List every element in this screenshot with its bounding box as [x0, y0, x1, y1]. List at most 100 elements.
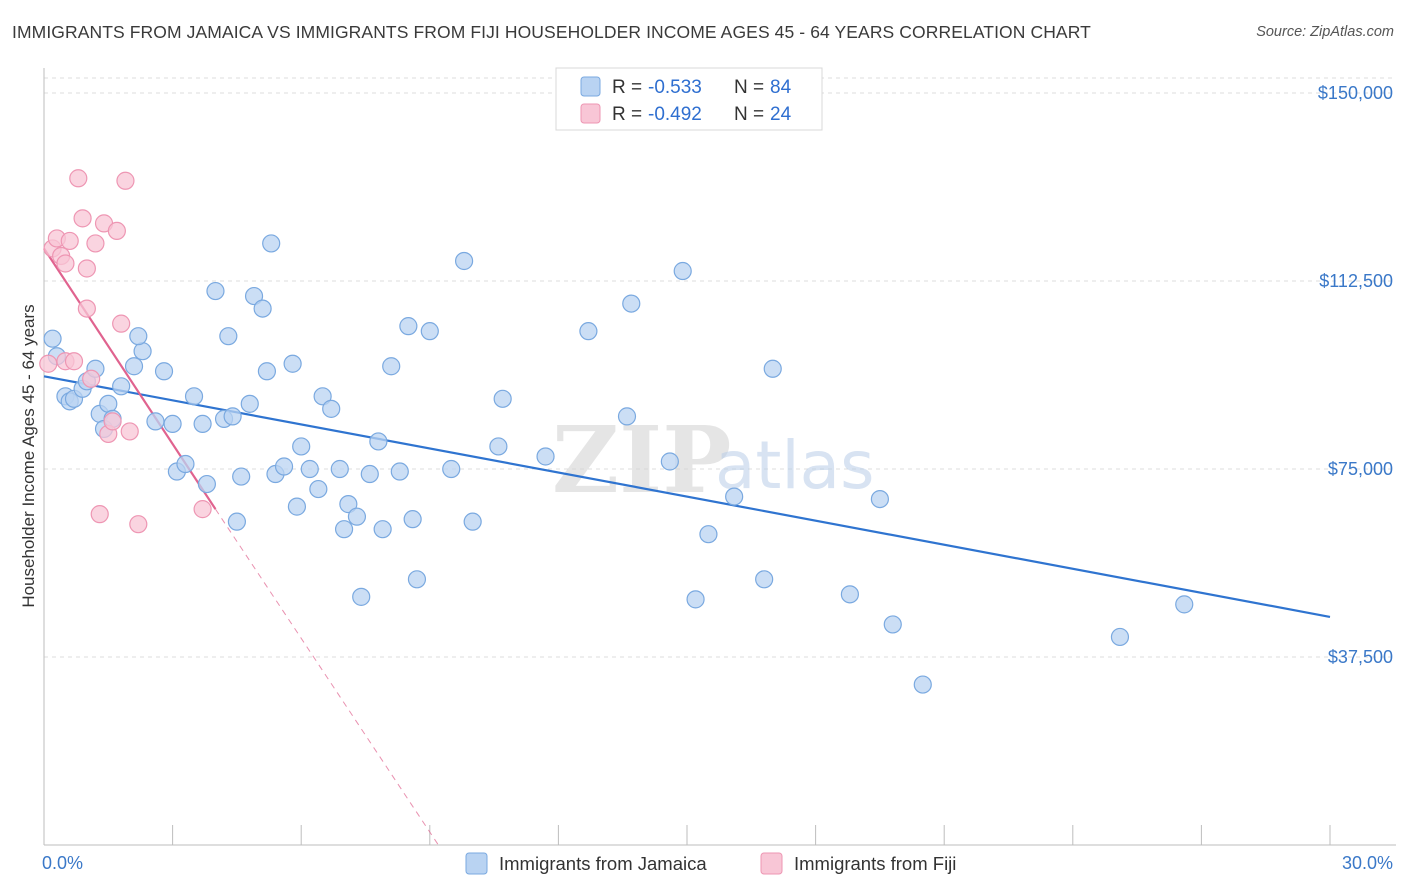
point-jamaica-54 — [399, 317, 418, 336]
point-jamaica-60 — [463, 512, 482, 531]
point-jamaica-33 — [257, 362, 277, 381]
point-jamaica-32 — [253, 299, 272, 318]
point-fiji-0 — [39, 354, 58, 373]
chart-title: IMMIGRANTS FROM JAMAICA VS IMMIGRANTS FR… — [12, 22, 1091, 42]
point-jamaica-45 — [334, 520, 354, 539]
point-jamaica-52 — [382, 357, 401, 376]
point-jamaica-13 — [124, 357, 144, 376]
point-jamaica-27 — [223, 407, 242, 426]
y-tick-labels: $37,500 $75,000 $112,500 $150,000 — [1318, 83, 1393, 667]
point-fiji-9 — [73, 209, 92, 228]
point-fiji-10 — [77, 299, 96, 318]
point-jamaica-67 — [660, 452, 679, 471]
legend-r-label-fiji: R = — [612, 104, 642, 125]
legend-n-label-fiji: N = — [734, 104, 764, 125]
point-jamaica-57 — [420, 322, 439, 341]
point-jamaica-70 — [699, 525, 718, 544]
point-jamaica-20 — [176, 454, 195, 474]
point-fiji-6 — [60, 231, 79, 251]
watermark-zip: ZIP — [552, 406, 731, 514]
point-jamaica-55 — [403, 510, 422, 529]
legend-swatch-jamaica — [580, 76, 601, 97]
y-tick-label-2: $112,500 — [1319, 271, 1393, 291]
trend-line-extension-fiji — [215, 508, 439, 846]
point-jamaica-59 — [454, 251, 474, 271]
point-jamaica-16 — [146, 412, 165, 431]
point-jamaica-76 — [883, 615, 902, 634]
bottom-legend-swatch-jamaica — [465, 852, 488, 875]
point-jamaica-15 — [129, 327, 148, 346]
point-jamaica-75 — [870, 489, 890, 509]
legend-n-value-jamaica: 84 — [770, 77, 792, 98]
point-jamaica-44 — [330, 459, 349, 479]
point-jamaica-10 — [99, 394, 118, 413]
legend-n-label-jamaica: N = — [734, 77, 764, 98]
point-jamaica-50 — [369, 432, 388, 451]
x-tick-label-1: 30.0% — [1342, 853, 1393, 873]
point-jamaica-36 — [274, 457, 294, 476]
point-jamaica-0 — [43, 329, 62, 348]
point-fiji-16 — [103, 412, 122, 431]
y-tick-label-3: $150,000 — [1318, 83, 1393, 103]
point-fiji-8 — [69, 169, 88, 188]
point-fiji-20 — [120, 422, 139, 441]
point-jamaica-65 — [617, 407, 637, 426]
point-fiji-4 — [56, 254, 75, 273]
point-jamaica-47 — [347, 507, 367, 526]
point-jamaica-29 — [232, 467, 251, 486]
point-jamaica-40 — [300, 459, 319, 479]
point-jamaica-56 — [407, 570, 427, 589]
axes — [43, 68, 1396, 846]
legend-r-value-fiji: -0.492 — [648, 104, 702, 125]
legend-swatch-fiji — [580, 103, 601, 124]
point-fiji-19 — [116, 171, 135, 190]
point-jamaica-24 — [206, 281, 225, 301]
point-jamaica-28 — [227, 512, 246, 531]
point-jamaica-66 — [622, 294, 641, 313]
point-jamaica-39 — [292, 437, 311, 456]
legend: R = -0.533 N = 84 R = -0.492 N = 24 — [555, 67, 823, 131]
point-jamaica-34 — [262, 234, 281, 253]
point-jamaica-53 — [390, 462, 409, 481]
point-fiji-7 — [64, 352, 84, 371]
legend-n-value-fiji: 24 — [770, 104, 792, 125]
point-fiji-11 — [77, 259, 96, 278]
point-fiji-23 — [82, 369, 101, 388]
watermark: ZIP atlas — [552, 406, 875, 514]
point-jamaica-22 — [193, 414, 212, 434]
point-jamaica-26 — [219, 327, 238, 346]
point-jamaica-43 — [322, 399, 341, 418]
point-jamaica-64 — [579, 322, 598, 341]
point-jamaica-41 — [309, 479, 328, 499]
point-jamaica-58 — [442, 459, 461, 479]
trend-line-jamaica — [43, 375, 1331, 618]
point-jamaica-74 — [840, 585, 859, 604]
point-jamaica-79 — [1175, 595, 1194, 614]
point-jamaica-68 — [673, 261, 692, 281]
point-jamaica-37 — [283, 354, 302, 373]
point-fiji-13 — [90, 505, 109, 524]
bottom-legend: Immigrants from Jamaica Immigrants from … — [465, 852, 956, 875]
point-fiji-12 — [86, 234, 105, 253]
point-jamaica-69 — [686, 590, 705, 609]
point-jamaica-18 — [163, 414, 182, 434]
point-jamaica-12 — [112, 377, 131, 396]
y-axis-label: Householder Income Ages 45 - 64 years — [19, 304, 38, 607]
x-tick-label-0: 0.0% — [42, 853, 83, 873]
point-jamaica-49 — [360, 464, 379, 484]
bottom-legend-swatch-fiji — [760, 852, 783, 875]
point-jamaica-71 — [725, 487, 744, 506]
y-tick-label-0: $37,500 — [1328, 647, 1393, 667]
x-tick-labels: 0.0% 30.0% — [42, 853, 1393, 873]
point-fiji-21 — [129, 515, 148, 534]
watermark-atlas: atlas — [715, 427, 875, 504]
bottom-legend-label-fiji: Immigrants from Fiji — [794, 853, 956, 874]
legend-r-value-jamaica: -0.533 — [648, 77, 702, 98]
point-jamaica-42 — [313, 387, 332, 406]
point-jamaica-73 — [763, 359, 782, 378]
point-jamaica-72 — [755, 570, 774, 589]
bottom-legend-label-jamaica: Immigrants from Jamaica — [499, 853, 707, 874]
chart-source: Source: ZipAtlas.com — [1256, 24, 1394, 40]
point-jamaica-78 — [1110, 627, 1130, 647]
